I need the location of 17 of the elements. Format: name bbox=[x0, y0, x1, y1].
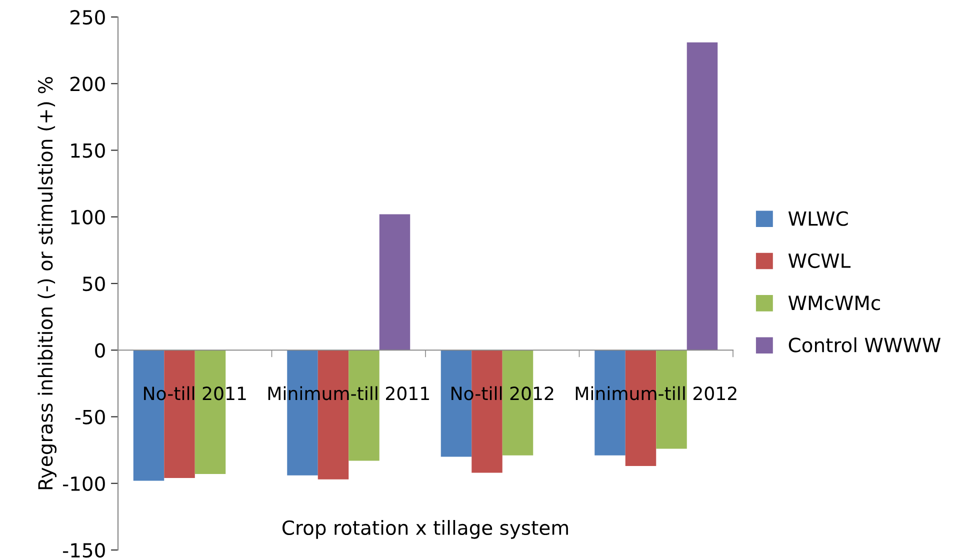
y-tick-label: 0 bbox=[95, 343, 105, 358]
y-tick-label: 200 bbox=[70, 76, 105, 92]
y-tick-label: -150 bbox=[63, 542, 105, 558]
legend-label: Control WWWW bbox=[788, 337, 940, 352]
y-tick-label: -100 bbox=[63, 476, 105, 492]
y-tick-label: 150 bbox=[71, 143, 105, 158]
y-tick-label: 50 bbox=[82, 276, 105, 292]
legend-label: WCWL bbox=[788, 253, 851, 268]
x-axis-title: Crop rotation x tillage system bbox=[282, 520, 568, 539]
y-tick-label: 250 bbox=[70, 10, 105, 25]
y-tick-label: -50 bbox=[75, 410, 105, 424]
y-axis-title: Ryegrass inhibition (-) or stimulstion (+) % bbox=[38, 76, 57, 490]
y-tick-label: 100 bbox=[71, 210, 105, 225]
legend-label: WMcWMc bbox=[788, 296, 880, 310]
bar bbox=[686, 42, 718, 350]
legend-label: WLWC bbox=[788, 211, 848, 226]
bar bbox=[379, 214, 410, 350]
